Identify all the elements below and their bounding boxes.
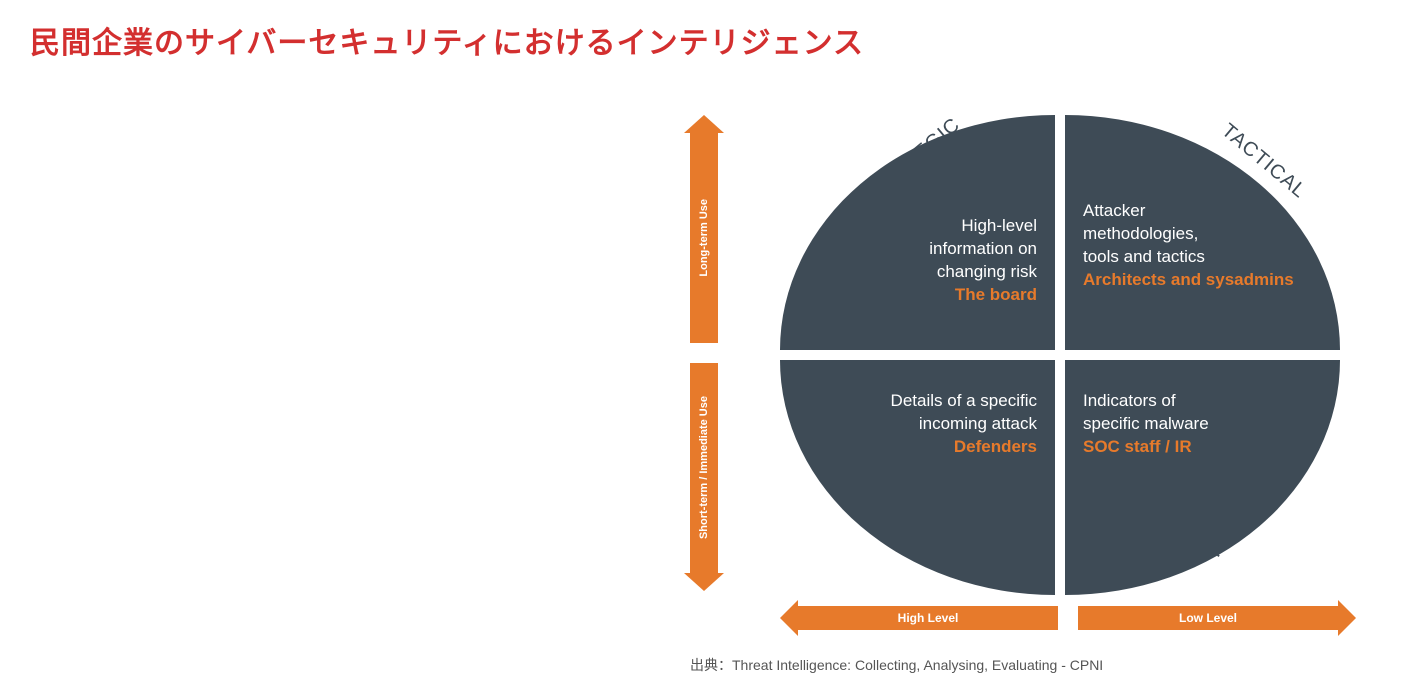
quad-tl-line1: High-level <box>961 216 1037 235</box>
quad-br-line2: specific malware <box>1083 414 1209 433</box>
axis-x-right-arrow: Low Level <box>1078 606 1338 630</box>
quadrant-circle: STRATEGIC TACTICAL OPERATIONAL TECHNICAL… <box>780 115 1340 595</box>
quad-tr-line1: Attacker <box>1083 201 1145 220</box>
source-citation: 出典：Threat Intelligence: Collecting, Anal… <box>690 655 1103 675</box>
quad-tl-line3: changing risk <box>937 262 1037 281</box>
axis-y-top-label: Long-term Use <box>698 199 710 277</box>
page-title: 民間企業のサイバーセキュリティにおけるインテリジェンス <box>30 18 864 62</box>
quad-tl-line2: information on <box>929 239 1037 258</box>
quad-tl-audience: The board <box>955 285 1037 304</box>
threat-intel-diagram: Long-term Use Short-term / Immediate Use… <box>690 95 1370 655</box>
quad-tr-line3: tools and tactics <box>1083 247 1205 266</box>
quad-bl-line2: incoming attack <box>919 414 1037 433</box>
quadrant-operational: Details of a specific incoming attack De… <box>780 360 1055 595</box>
quadrant-strategic: High-level information on changing risk … <box>780 115 1055 350</box>
axis-x-left-arrow: High Level <box>798 606 1058 630</box>
quad-bl-line1: Details of a specific <box>891 391 1037 410</box>
quad-br-line1: Indicators of <box>1083 391 1176 410</box>
quad-tr-line2: methodologies, <box>1083 224 1198 243</box>
quadrant-tactical: Attacker methodologies, tools and tactic… <box>1065 115 1340 350</box>
axis-y-bottom-arrow: Short-term / Immediate Use <box>690 363 718 573</box>
quad-br-audience: SOC staff / IR <box>1083 437 1192 456</box>
axis-x-left-label: High Level <box>898 611 959 625</box>
axis-x-right-label: Low Level <box>1179 611 1237 625</box>
quad-tr-audience: Architects and sysadmins <box>1083 270 1294 289</box>
axis-y-bottom-label: Short-term / Immediate Use <box>698 396 710 539</box>
axis-y-top-arrow: Long-term Use <box>690 133 718 343</box>
quad-bl-audience: Defenders <box>954 437 1037 456</box>
quadrant-technical: Indicators of specific malware SOC staff… <box>1065 360 1340 595</box>
